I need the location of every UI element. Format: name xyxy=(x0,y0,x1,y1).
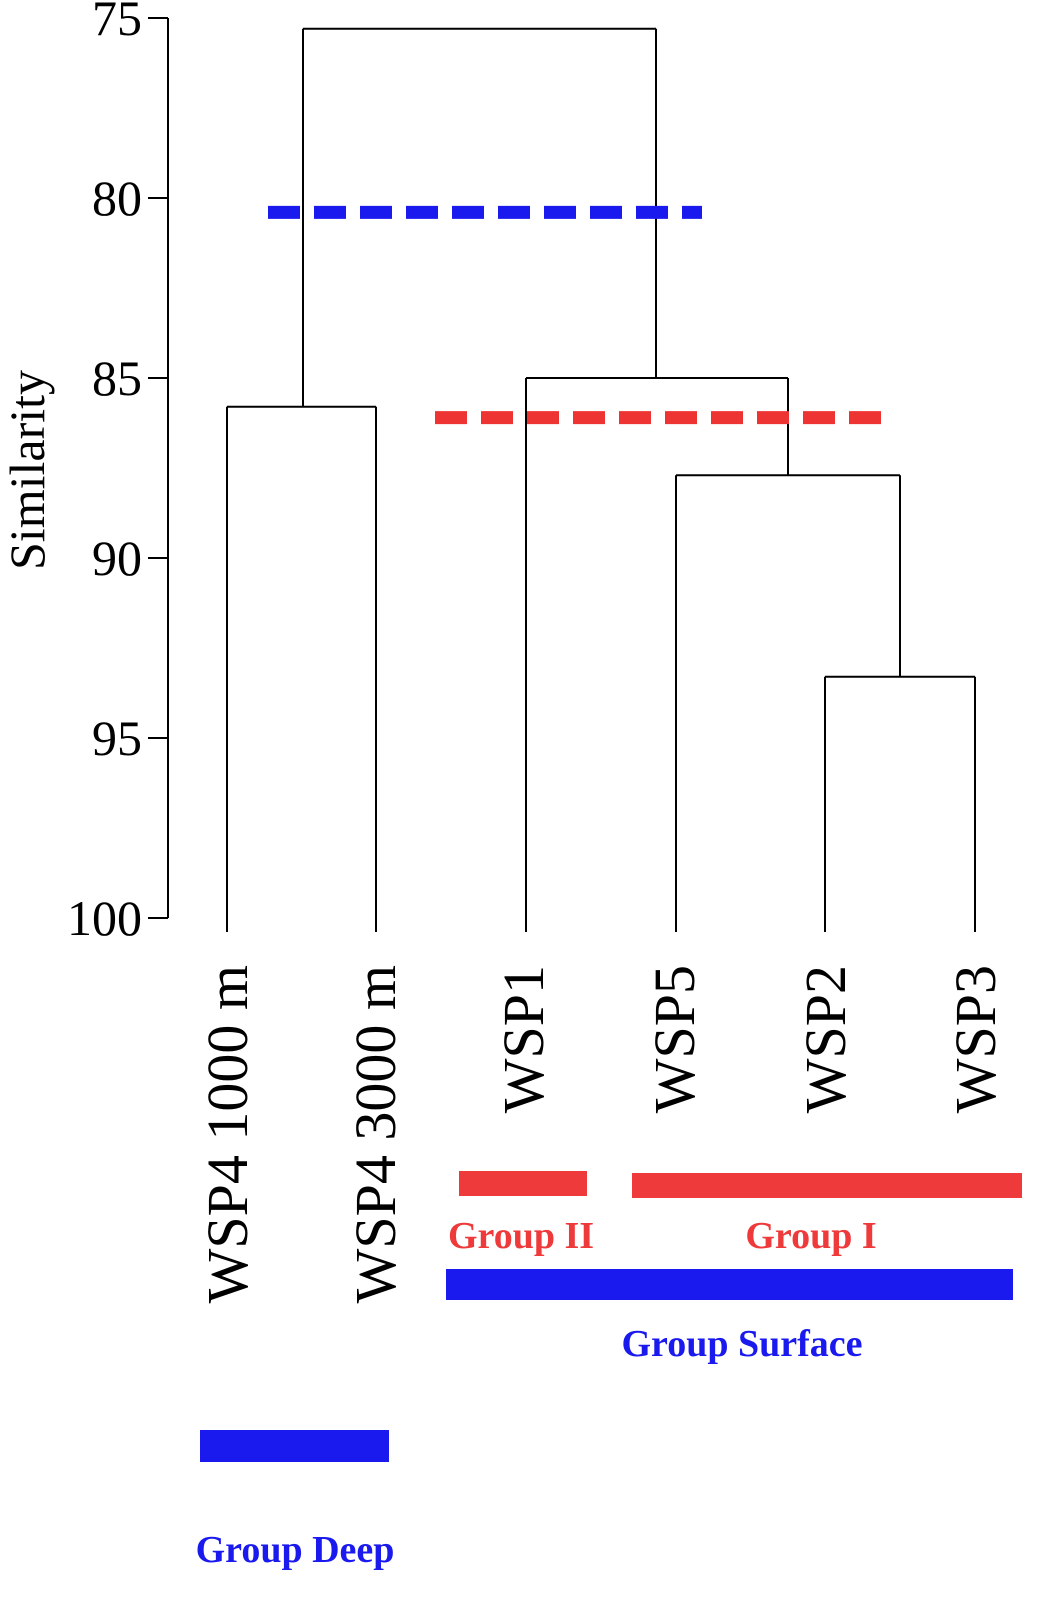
leaf-label-wsp4-3000m: WSP4 3000 m xyxy=(343,965,408,1303)
group-ii-bar xyxy=(459,1171,587,1196)
y-tick-label: 100 xyxy=(67,890,142,946)
group-i-label: Group I xyxy=(745,1215,876,1257)
y-axis-title: Similarity xyxy=(0,370,55,570)
cutoff-lines xyxy=(268,205,895,425)
dendrogram-branches xyxy=(226,27,976,932)
group-surface-bar xyxy=(446,1269,1013,1300)
group-deep-bar xyxy=(200,1430,389,1462)
leaf-label-wsp4-1000m: WSP4 1000 m xyxy=(195,965,260,1303)
leaf-label-wsp2: WSP2 xyxy=(793,965,858,1113)
group-i-bar xyxy=(632,1173,1022,1198)
group-surface-label: Group Surface xyxy=(621,1323,862,1365)
y-tick-label: 95 xyxy=(92,710,142,766)
leaf-label-wsp5: WSP5 xyxy=(642,965,707,1113)
y-tick-label: 90 xyxy=(92,530,142,586)
group-ii-label: Group II xyxy=(448,1215,594,1257)
y-ticks: 75 80 85 90 95 100 xyxy=(67,0,168,946)
y-tick-label: 85 xyxy=(92,350,142,406)
y-tick-label: 75 xyxy=(92,0,142,46)
leaf-label-wsp1: WSP1 xyxy=(491,965,556,1113)
y-tick-label: 80 xyxy=(92,170,142,226)
leaf-label-wsp3: WSP3 xyxy=(943,965,1008,1113)
group-deep-label: Group Deep xyxy=(196,1529,395,1571)
